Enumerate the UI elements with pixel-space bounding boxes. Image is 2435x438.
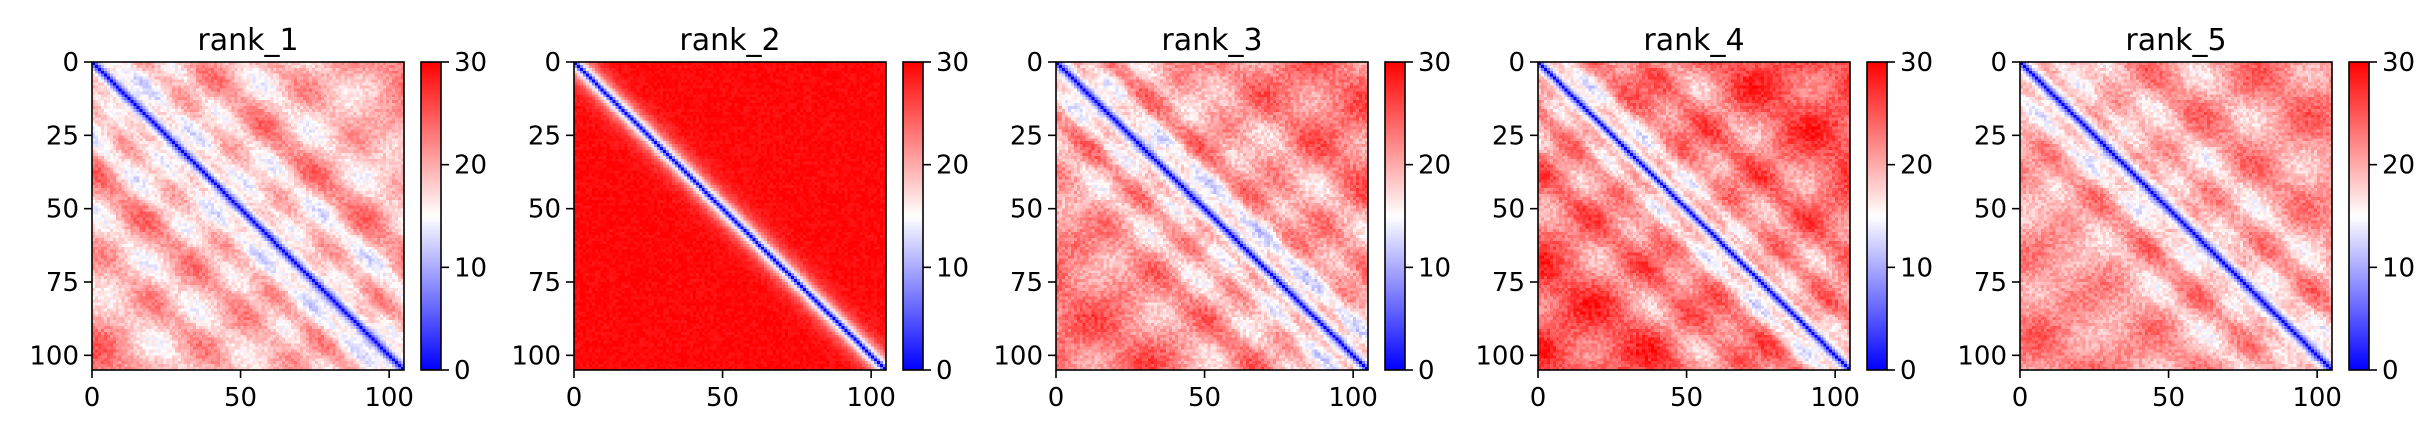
colorbar-tick-label: 0 bbox=[1418, 356, 1435, 386]
colorbar-tick-label: 30 bbox=[454, 48, 487, 78]
x-tick-label: 0 bbox=[2012, 383, 2029, 413]
y-tick-label: 0 bbox=[1990, 48, 2007, 78]
colorbar-tick-label: 0 bbox=[2382, 356, 2399, 386]
colorbar-gradient bbox=[421, 62, 441, 370]
x-tick-label: 100 bbox=[364, 383, 414, 413]
heatmap-matrix bbox=[92, 62, 404, 370]
x-tick-label: 0 bbox=[1048, 383, 1065, 413]
colorbar: 0 10 20 30 bbox=[2348, 48, 2415, 386]
x-tick-label: 0 bbox=[566, 383, 583, 413]
colorbar-frame bbox=[902, 61, 924, 371]
colorbar-tick-label: 10 bbox=[1418, 253, 1451, 283]
colorbar-tick-label: 10 bbox=[936, 253, 969, 283]
panel-title: rank_3 bbox=[1161, 23, 1262, 58]
panel-title: rank_5 bbox=[2125, 23, 2226, 58]
y-tick-label: 75 bbox=[1492, 268, 1525, 298]
heatmap-matrix bbox=[2020, 62, 2332, 370]
y-tick-label: 25 bbox=[1492, 121, 1525, 151]
y-tick-label: 100 bbox=[29, 341, 79, 371]
y-tick-label: 50 bbox=[1010, 195, 1043, 225]
colorbar-gradient bbox=[903, 62, 923, 370]
y-tick-label: 100 bbox=[1475, 341, 1525, 371]
y-tick-label: 75 bbox=[46, 268, 79, 298]
axes-frame bbox=[1055, 61, 1369, 371]
colorbar-frame bbox=[1384, 61, 1406, 371]
y-tick-label: 25 bbox=[1010, 121, 1043, 151]
colorbar: 0 10 20 30 bbox=[420, 48, 487, 386]
colorbar-frame bbox=[420, 61, 442, 371]
colorbar: 0 10 20 30 bbox=[1384, 48, 1451, 386]
y-tick-label: 50 bbox=[46, 195, 79, 225]
y-tick-label: 50 bbox=[1492, 195, 1525, 225]
heatmap-matrix bbox=[1538, 62, 1850, 370]
axes-frame bbox=[2019, 61, 2333, 371]
colorbar-gradient bbox=[1867, 62, 1887, 370]
colorbar: 0 10 20 30 bbox=[1866, 48, 1933, 386]
colorbar-tick-label: 0 bbox=[936, 356, 953, 386]
colorbar-tick-label: 20 bbox=[1418, 151, 1451, 181]
colorbar-tick-label: 20 bbox=[936, 151, 969, 181]
x-tick-label: 0 bbox=[1530, 383, 1547, 413]
colorbar-tick-label: 20 bbox=[2382, 151, 2415, 181]
y-tick-label: 0 bbox=[544, 48, 561, 78]
x-tick-label: 50 bbox=[706, 383, 739, 413]
y-tick-label: 100 bbox=[1957, 341, 2007, 371]
colorbar-tick-label: 20 bbox=[1900, 151, 1933, 181]
axes-frame bbox=[573, 61, 887, 371]
colorbar-gradient bbox=[1385, 62, 1405, 370]
x-tick-label: 50 bbox=[2152, 383, 2185, 413]
x-tick-label: 50 bbox=[1188, 383, 1221, 413]
y-tick-label: 50 bbox=[528, 195, 561, 225]
y-tick-label: 75 bbox=[1010, 268, 1043, 298]
colorbar-gradient bbox=[2349, 62, 2369, 370]
colorbar-tick-label: 30 bbox=[1418, 48, 1451, 78]
colorbar-tick-label: 20 bbox=[454, 151, 487, 181]
colorbar-tick-label: 0 bbox=[454, 356, 471, 386]
colorbar-frame bbox=[2348, 61, 2370, 371]
y-tick-label: 25 bbox=[528, 121, 561, 151]
colorbar: 0 10 20 30 bbox=[902, 48, 969, 386]
x-tick-label: 100 bbox=[1328, 383, 1378, 413]
x-tick-label: 100 bbox=[846, 383, 896, 413]
colorbar-frame bbox=[1866, 61, 1888, 371]
axes-frame bbox=[1537, 61, 1851, 371]
x-tick-label: 100 bbox=[2292, 383, 2342, 413]
colorbar-tick-label: 0 bbox=[1900, 356, 1917, 386]
x-tick-label: 50 bbox=[224, 383, 257, 413]
panel-title: rank_1 bbox=[197, 23, 298, 58]
y-tick-label: 25 bbox=[46, 121, 79, 151]
x-tick-label: 100 bbox=[1810, 383, 1860, 413]
y-tick-label: 50 bbox=[1974, 195, 2007, 225]
heatmap-matrix bbox=[1056, 62, 1368, 370]
colorbar-tick-label: 10 bbox=[2382, 253, 2415, 283]
y-tick-label: 100 bbox=[993, 341, 1043, 371]
y-tick-label: 0 bbox=[1026, 48, 1043, 78]
colorbar-tick-label: 10 bbox=[1900, 253, 1933, 283]
y-tick-label: 25 bbox=[1974, 121, 2007, 151]
axes-frame bbox=[91, 61, 405, 371]
y-tick-label: 0 bbox=[1508, 48, 1525, 78]
y-tick-label: 100 bbox=[511, 341, 561, 371]
panel-title: rank_4 bbox=[1643, 23, 1744, 58]
heatmap-matrix bbox=[574, 62, 886, 370]
x-tick-label: 50 bbox=[1670, 383, 1703, 413]
colorbar-tick-label: 30 bbox=[936, 48, 969, 78]
y-tick-label: 75 bbox=[528, 268, 561, 298]
panel-title: rank_2 bbox=[679, 23, 780, 58]
colorbar-tick-label: 10 bbox=[454, 253, 487, 283]
y-tick-label: 75 bbox=[1974, 268, 2007, 298]
y-tick-label: 0 bbox=[62, 48, 79, 78]
x-tick-label: 0 bbox=[84, 383, 101, 413]
colorbar-tick-label: 30 bbox=[1900, 48, 1933, 78]
colorbar-tick-label: 30 bbox=[2382, 48, 2415, 78]
